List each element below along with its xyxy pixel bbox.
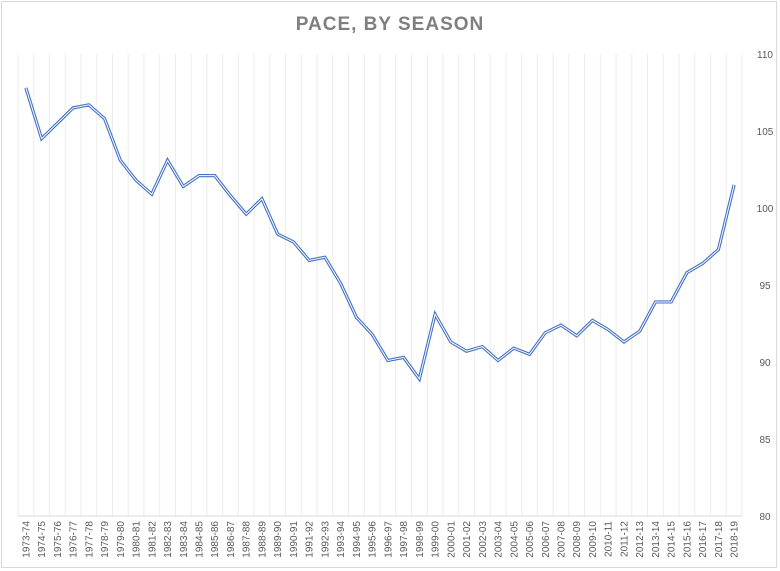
y-tick-label: 105 xyxy=(757,127,774,138)
x-tick-label: 1989-90 xyxy=(273,521,284,558)
x-tick-label: 1993-94 xyxy=(336,521,347,558)
x-tick-label: 2016-17 xyxy=(698,521,709,558)
x-tick-label: 2000-01 xyxy=(446,521,457,558)
x-tick-label: 1975-76 xyxy=(53,521,64,558)
x-tick-label: 2001-02 xyxy=(462,521,473,558)
y-tick-label: 85 xyxy=(759,435,771,446)
x-tick-label: 1980-81 xyxy=(132,521,143,558)
x-tick-label: 1996-97 xyxy=(383,521,394,558)
y-axis-ticks: 80 85 90 95 100 105 110 xyxy=(757,50,774,523)
x-tick-label: 2018-19 xyxy=(730,521,741,558)
y-tick-label: 80 xyxy=(759,512,771,523)
x-tick-label: 2015-16 xyxy=(682,521,693,558)
x-tick-label: 2014-15 xyxy=(667,521,678,558)
x-tick-label: 2009-10 xyxy=(588,521,599,558)
x-tick-label: 1979-80 xyxy=(116,521,127,558)
x-tick-label: 1984-85 xyxy=(195,521,206,558)
x-tick-label: 1990-91 xyxy=(289,521,300,558)
x-tick-label: 1982-83 xyxy=(163,521,174,558)
x-tick-label: 1995-96 xyxy=(368,521,379,558)
x-tick-label: 2005-06 xyxy=(525,521,536,558)
x-tick-label: 2004-05 xyxy=(509,521,520,558)
x-tick-label: 1973-74 xyxy=(21,521,32,558)
x-tick-label: 1974-75 xyxy=(37,521,48,558)
x-tick-label: 1994-95 xyxy=(352,521,363,558)
x-axis-ticks: 1973-74 1974-75 1975-76 1976-77 1977-78 1978-… xyxy=(21,521,740,558)
x-tick-label: 1991-92 xyxy=(305,521,316,558)
y-tick-label: 90 xyxy=(759,358,771,369)
x-tick-label: 1977-78 xyxy=(84,521,95,558)
x-tick-label: 2012-13 xyxy=(635,521,646,558)
x-tick-label: 1983-84 xyxy=(179,521,190,558)
x-tick-label: 2002-03 xyxy=(478,521,489,558)
x-tick-label: 2011-12 xyxy=(619,521,630,557)
x-tick-label: 2003-04 xyxy=(494,521,505,558)
x-tick-label: 1999-00 xyxy=(431,521,442,558)
y-tick-label: 95 xyxy=(759,281,771,292)
x-tick-label: 2006-07 xyxy=(541,521,552,558)
x-tick-label: 2013-14 xyxy=(651,521,662,558)
x-tick-label: 2007-08 xyxy=(557,521,568,558)
x-tick-label: 1981-82 xyxy=(147,521,158,558)
series-group xyxy=(24,87,736,383)
x-tick-label: 1978-79 xyxy=(100,521,111,558)
x-tick-label: 1976-77 xyxy=(69,521,80,558)
x-tick-label: 1987-88 xyxy=(242,521,253,558)
x-tick-label: 2008-09 xyxy=(572,521,583,558)
gridlines xyxy=(17,54,743,517)
y-tick-label: 100 xyxy=(757,204,774,215)
series-line-inner xyxy=(25,87,735,381)
y-tick-label: 110 xyxy=(757,50,773,61)
x-tick-label: 2017-18 xyxy=(714,521,725,558)
x-tick-label: 1997-98 xyxy=(399,521,410,558)
x-tick-label: 1986-87 xyxy=(226,521,237,558)
x-tick-label: 2010-11 xyxy=(604,521,615,557)
x-tick-label: 1992-93 xyxy=(320,521,331,558)
chart-title: PACE, BY SEASON xyxy=(295,14,485,35)
x-tick-label: 1988-89 xyxy=(257,521,268,558)
x-tick-label: 1985-86 xyxy=(210,521,221,558)
x-tick-label: 1998-99 xyxy=(415,521,426,558)
